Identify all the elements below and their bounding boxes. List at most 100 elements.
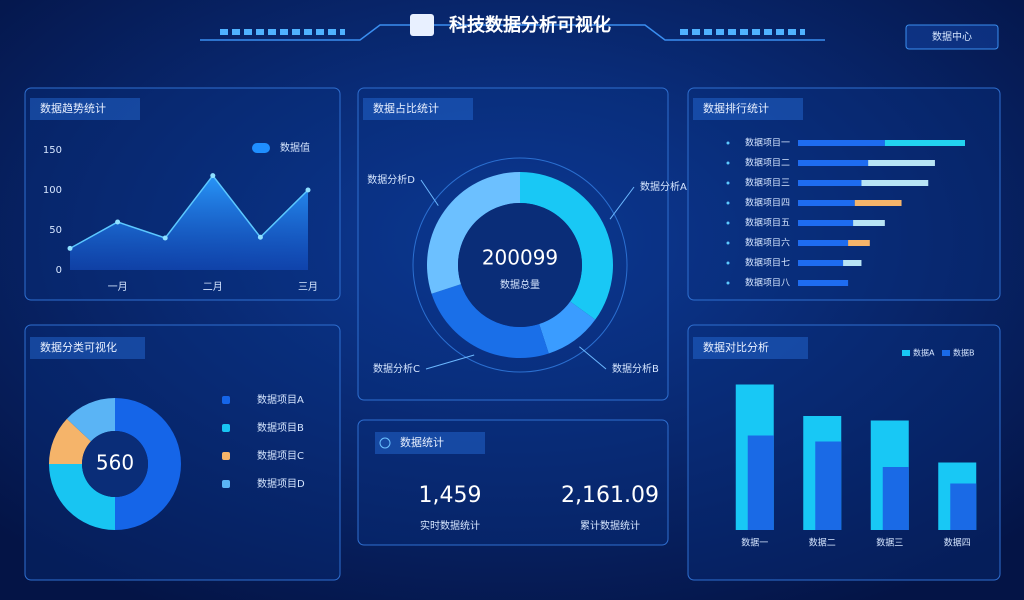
panel-title: 数据占比统计: [373, 101, 439, 115]
donut-segment: [431, 284, 549, 358]
row-dot: [726, 241, 730, 245]
bar-segment: [853, 220, 885, 226]
title-bar: [693, 337, 808, 359]
leader-line: [579, 346, 607, 370]
x-tick-label: 一月: [108, 281, 128, 293]
bar: [815, 441, 842, 530]
header-button[interactable]: [905, 24, 999, 50]
kpi-label: 实时数据统计: [420, 519, 480, 532]
ring: [412, 157, 628, 373]
point: [305, 187, 311, 193]
row-dot: [726, 221, 730, 225]
bar: [882, 467, 909, 530]
center-value: 560: [96, 451, 134, 475]
logo: [410, 14, 434, 36]
header-line: [200, 24, 825, 41]
category-label: 数据项目一: [745, 137, 790, 149]
legend-label: 数据项目A: [257, 393, 304, 406]
area: [70, 175, 308, 270]
donut-segment: [49, 464, 115, 530]
row-dot: [726, 201, 730, 205]
category-label: 数据项目三: [745, 177, 790, 189]
legend-label: 数据B: [953, 348, 975, 358]
header-title: 科技数据分析可视化: [449, 14, 611, 36]
legend-swatch: [222, 452, 230, 460]
bar-segment: [854, 200, 902, 206]
panel-title: 数据统计: [400, 435, 444, 449]
legend-swatch: [252, 143, 270, 153]
legend-swatch: [942, 350, 950, 356]
legend-swatch: [222, 480, 230, 488]
category-label: 数据项目八: [745, 277, 790, 289]
title-bar: [693, 98, 803, 120]
kpi-value: 2,161.09: [561, 483, 659, 508]
header-button-label[interactable]: 数据中心: [932, 30, 972, 43]
legend-label: 数据A: [913, 348, 935, 358]
row-dot: [726, 141, 730, 145]
donut-hole: [82, 431, 148, 497]
leader-line: [609, 186, 635, 220]
bar-segment: [798, 280, 849, 286]
panel: [357, 419, 669, 546]
donut-segment: [427, 172, 520, 294]
header: 科技数据分析可视化 数据中心: [200, 14, 999, 50]
legend-label: 数据值: [280, 141, 310, 154]
bar-segment: [798, 160, 869, 166]
legend-label: 数据项目B: [257, 421, 304, 434]
bar-segment: [861, 180, 929, 186]
kpi-value: 1,459: [419, 483, 482, 508]
x-tick-label: 二月: [203, 281, 223, 293]
category-label: 数据项目二: [745, 157, 790, 169]
point: [115, 219, 121, 225]
leader-line: [420, 179, 439, 206]
donut-segment: [66, 398, 115, 442]
y-tick-label: 50: [49, 225, 62, 236]
x-tick-label: 数据四: [944, 537, 971, 549]
y-tick-label: 0: [56, 265, 62, 276]
donut-segment: [520, 172, 614, 320]
kpi-label: 累计数据统计: [580, 519, 640, 532]
bar-segment: [798, 240, 849, 246]
leader-line: [425, 354, 475, 370]
bar: [950, 483, 977, 530]
line: [69, 174, 309, 250]
donut-segment: [539, 301, 596, 354]
point: [210, 173, 216, 179]
legend-swatch: [222, 396, 230, 404]
row-dot: [726, 161, 730, 165]
category-label: 数据项目七: [745, 257, 790, 269]
title-bar: [30, 98, 140, 120]
bar-segment: [798, 140, 885, 146]
point: [257, 234, 263, 240]
point: [67, 245, 73, 251]
segment-label: 数据分析A: [640, 180, 687, 193]
y-tick-label: 150: [43, 145, 62, 156]
segment-label: 数据分析B: [612, 362, 659, 375]
kpi-icon: [379, 437, 391, 449]
title-bar: [375, 432, 485, 454]
row-dot: [726, 261, 730, 265]
segment-label: 数据分析C: [373, 362, 420, 375]
x-tick-label: 三月: [298, 281, 318, 293]
legend-label: 数据项目D: [257, 477, 305, 490]
bar-segment: [798, 200, 855, 206]
title-bar: [363, 98, 473, 120]
panel-title: 数据排行统计: [703, 101, 769, 115]
donut-hole: [458, 203, 582, 327]
category-label: 数据项目四: [745, 197, 790, 209]
donut-segment: [49, 418, 91, 464]
center-label: 数据总量: [500, 278, 540, 291]
x-tick-label: 数据一: [741, 537, 768, 549]
bar-segment: [884, 140, 965, 146]
center-value: 200099: [482, 246, 558, 270]
title-bar: [30, 337, 145, 359]
legend-label: 数据项目C: [257, 449, 304, 462]
bar-segment: [843, 260, 862, 266]
y-tick-label: 100: [43, 185, 62, 196]
row-dot: [726, 181, 730, 185]
bar-segment: [798, 260, 844, 266]
category-label: 数据项目五: [745, 217, 790, 229]
bar-segment: [798, 220, 854, 226]
